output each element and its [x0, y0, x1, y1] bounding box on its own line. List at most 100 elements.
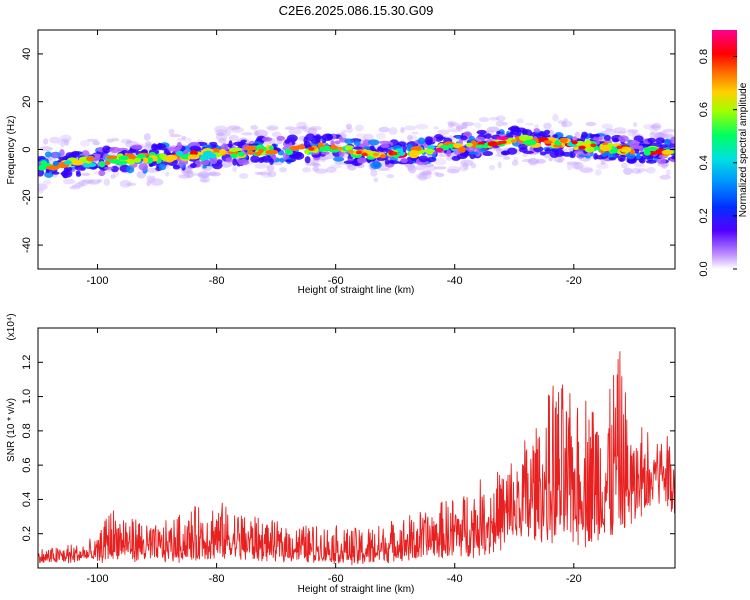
- colorbar-gradient: [712, 30, 737, 269]
- heat-cell: [370, 161, 382, 170]
- heat-cell: [620, 146, 632, 153]
- heat-cell: [146, 175, 156, 181]
- heat-cell: [571, 140, 578, 145]
- heat-cell: [98, 161, 106, 168]
- colorbar-tick-label: 0.2: [698, 208, 710, 223]
- heat-cell: [289, 145, 301, 151]
- y-tick-label: 0.6: [21, 457, 33, 472]
- heat-cell: [388, 127, 398, 135]
- heat-cell: [241, 132, 253, 136]
- heat-cell: [232, 141, 245, 146]
- heat-cell: [105, 160, 111, 166]
- heat-cell: [519, 134, 531, 142]
- heat-cell: [534, 123, 539, 130]
- colorbar-tick-label: 0.6: [698, 102, 710, 117]
- heat-cell: [61, 138, 70, 143]
- heat-cell: [544, 129, 551, 135]
- heat-cell: [284, 126, 296, 131]
- heat-cell: [596, 163, 609, 170]
- heat-cell: [338, 136, 343, 141]
- heat-cell: [496, 131, 501, 135]
- heat-cell: [417, 137, 426, 145]
- heat-cell: [74, 182, 85, 188]
- heat-peak: [590, 143, 597, 148]
- heat-cell: [49, 136, 61, 144]
- heat-cell: [315, 136, 321, 142]
- heat-cell: [304, 156, 311, 164]
- heat-cell: [74, 165, 87, 171]
- y-tick-label: 0.4: [21, 492, 33, 507]
- heat-cell: [104, 166, 114, 170]
- heat-cell: [60, 141, 65, 148]
- heat-cell: [384, 159, 390, 165]
- heat-cell: [649, 131, 655, 139]
- heat-cell: [169, 134, 182, 138]
- colorbar-tick-label: 0.4: [698, 155, 710, 170]
- heat-cell: [461, 122, 469, 128]
- heat-cell: [284, 148, 291, 154]
- spectrogram-heat-layer: [38, 113, 675, 194]
- heat-cell: [380, 143, 390, 149]
- heat-cell: [39, 146, 54, 152]
- heat-cell: [435, 136, 446, 140]
- heat-cell: [662, 128, 675, 133]
- heat-cell: [528, 158, 538, 166]
- heat-cell: [425, 165, 437, 172]
- heat-cell: [370, 169, 378, 177]
- heat-cell: [106, 138, 114, 143]
- heat-cell: [502, 150, 508, 156]
- heat-cell: [87, 179, 101, 185]
- heat-cell: [561, 121, 568, 128]
- heat-cell: [254, 171, 264, 175]
- heat-cell: [631, 167, 641, 174]
- heat-cell: [445, 156, 453, 161]
- heat-cell: [86, 156, 95, 162]
- heat-cell: [341, 129, 347, 134]
- heat-cell: [489, 116, 500, 121]
- heat-cell: [78, 179, 89, 187]
- heat-cell: [585, 121, 597, 127]
- colorbar-ticks: 0.0 0.2 0.4 0.6 0.8: [698, 49, 737, 277]
- heat-cell: [250, 125, 258, 130]
- heat-cell: [319, 146, 325, 153]
- heat-cell: [164, 171, 170, 177]
- heat-cell: [465, 142, 473, 148]
- heat-cell: [356, 157, 367, 164]
- heat-cell: [386, 174, 395, 179]
- y-tick-label: 0.8: [21, 423, 33, 438]
- y-tick-label: 0.2: [21, 526, 33, 541]
- heat-cell: [126, 140, 132, 144]
- heat-cell: [62, 178, 76, 185]
- heat-cell: [267, 170, 277, 178]
- heat-cell: [260, 170, 273, 178]
- heat-cell: [183, 167, 192, 174]
- heat-cell: [44, 170, 54, 178]
- heat-cell: [312, 166, 320, 172]
- y-tick-label: 20: [21, 96, 33, 108]
- y-tick-label: -40: [21, 237, 33, 253]
- heat-cell: [240, 139, 247, 143]
- heat-cell: [43, 138, 49, 145]
- heat-cell: [57, 140, 63, 145]
- heat-cell: [658, 131, 668, 137]
- heat-cell: [343, 160, 356, 165]
- figure-title: C2E6.2025.086.15.30.G09: [279, 3, 434, 18]
- colorbar-label: Normalized spectral amplitude: [738, 82, 749, 217]
- heat-cell: [578, 145, 586, 150]
- heat-cell: [600, 160, 606, 165]
- heat-cell: [559, 152, 565, 156]
- heat-cell: [183, 137, 192, 143]
- heat-cell: [448, 128, 462, 133]
- heat-cell: [325, 166, 337, 174]
- heat-peak: [337, 146, 344, 151]
- heat-cell: [228, 140, 233, 149]
- heat-cell: [562, 147, 575, 152]
- heat-cell: [38, 168, 45, 177]
- heat-cell: [344, 138, 355, 145]
- heat-cell: [410, 146, 422, 152]
- heat-cell: [59, 134, 72, 142]
- heat-cell: [71, 151, 83, 155]
- heat-cell: [103, 178, 110, 186]
- heat-cell: [410, 135, 418, 140]
- heat-cell: [268, 145, 274, 151]
